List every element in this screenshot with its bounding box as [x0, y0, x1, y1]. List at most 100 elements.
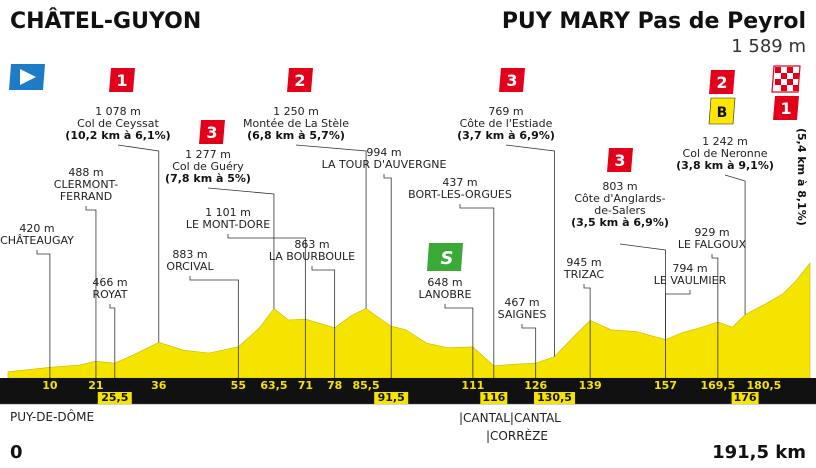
waypoint-leader	[311, 266, 336, 378]
climb-category-flag	[709, 70, 735, 94]
climb-name: Montée de La Stèle	[243, 117, 349, 130]
waypoint-altitude: 1 101 m	[205, 206, 251, 219]
waypoint-leader	[85, 206, 97, 378]
km-chip	[534, 392, 576, 404]
climb-name: Côte de l'Estiade	[460, 117, 553, 130]
waypoint-name: LE VAULMIER	[654, 274, 727, 287]
checker-square	[787, 79, 793, 85]
climb-category-number: 3	[506, 71, 517, 90]
waypoint-name: CLERMONT-	[54, 178, 118, 191]
waypoint-altitude: 648 m	[427, 276, 462, 289]
climb-altitude: 1 250 m	[273, 105, 319, 118]
climb-category-number: 3	[206, 123, 217, 142]
checker-square	[793, 85, 799, 91]
checker-square	[793, 73, 799, 79]
waypoint-name: LE FALGOUX	[678, 238, 747, 251]
waypoint-name: FERRAND	[60, 190, 112, 203]
climb-name: Col de Ceyssat	[77, 117, 159, 130]
waypoint-altitude: 883 m	[172, 248, 207, 261]
checker-square	[781, 73, 787, 79]
climb-detail: (3,5 km à 6,9%)	[571, 216, 669, 229]
climb-name: Côte d'Anglards-	[574, 192, 665, 205]
km-chip	[731, 392, 759, 404]
km-tick-label: 126	[524, 379, 547, 392]
km-tick-label: 176	[734, 391, 757, 404]
finish-km: 191,5 km	[712, 442, 806, 463]
km-tick-label: 25,5	[101, 391, 128, 404]
climb-name: de-Salers	[594, 204, 646, 217]
start-town: CHÂTEL-GUYON	[10, 8, 201, 34]
climb-category-flag	[499, 68, 525, 92]
checker-square	[775, 79, 781, 85]
climb-name: Col de Neronne	[683, 147, 768, 160]
waypoint-name: BORT-LES-ORGUES	[408, 188, 512, 201]
waypoint-altitude: 437 m	[442, 176, 477, 189]
waypoint-leader	[583, 284, 591, 378]
bonus-letter: B	[717, 105, 728, 121]
climb-leader	[505, 144, 555, 357]
waypoint-name: LA BOURBOULE	[269, 250, 355, 263]
climb-category-flag	[607, 148, 633, 172]
waypoint-altitude: 794 m	[672, 262, 707, 275]
climb-category-number: 1	[116, 71, 127, 90]
climb-altitude: 1 277 m	[185, 148, 231, 161]
km-tick-label: 63,5	[260, 379, 287, 392]
waypoint-altitude: 863 m	[294, 238, 329, 251]
climb-name: Col de Guéry	[172, 160, 244, 173]
climb-altitude: 1 078 m	[95, 105, 141, 118]
waypoint-name: TRIZAC	[563, 268, 604, 281]
bonus-flag	[708, 97, 736, 125]
km-tick-label: 169,5	[700, 379, 735, 392]
sprint-symbol: S	[441, 248, 454, 269]
waypoint-leader	[36, 250, 51, 378]
climb-category-flag	[199, 120, 225, 144]
km-tick-label: 36	[151, 379, 167, 392]
climb-detail: (3,8 km à 9,1%)	[676, 159, 774, 172]
km-tick-label: 139	[579, 379, 602, 392]
climb-leader	[117, 144, 160, 343]
km-tick-label: 55	[231, 379, 246, 392]
waypoint-altitude: 466 m	[92, 276, 127, 289]
waypoint-leader	[189, 276, 239, 378]
waypoint-leader	[227, 234, 306, 378]
waypoint-name: CHÂTEAUGAY	[0, 234, 74, 247]
climb-altitude: 1 242 m	[702, 135, 748, 148]
km-tick-label: 91,5	[378, 391, 405, 404]
km-tick-label: 157	[654, 379, 677, 392]
waypoint-altitude: 488 m	[68, 166, 103, 179]
climb-leader	[619, 243, 666, 340]
km-tick-label: 85,5	[353, 379, 380, 392]
waypoint-altitude: 994 m	[366, 146, 401, 159]
checker-square	[781, 85, 787, 91]
checker-square	[787, 67, 793, 73]
km-tick-label: 10	[42, 379, 58, 392]
waypoint-leader	[459, 204, 495, 378]
climb-detail: (6,8 km à 5,7%)	[247, 129, 345, 142]
km-tick-label: 78	[327, 379, 342, 392]
final-climb-detail: (5,4 km à 8,1%)	[795, 128, 808, 226]
climb-detail: (3,7 km à 6,9%)	[457, 129, 555, 142]
waypoint-name: ROYAT	[93, 288, 128, 301]
start-department: PUY-DE-DÔME	[10, 409, 94, 424]
climb-category-number: 1	[780, 99, 791, 118]
km-chip	[374, 392, 409, 404]
start-flag-arrow	[20, 69, 36, 85]
finish-town: PUY MARY Pas de Peyrol	[502, 9, 806, 34]
waypoint-leader	[711, 254, 719, 378]
climb-category-flag	[109, 68, 135, 92]
waypoint-name: ORCIVAL	[166, 260, 214, 273]
waypoint-altitude: 420 m	[19, 222, 54, 235]
km-chip	[97, 392, 132, 404]
climb-category-flag	[287, 68, 313, 92]
climb-category-number: 2	[716, 73, 727, 92]
start-km: 0	[10, 442, 23, 463]
climb-leader	[295, 144, 367, 309]
waypoint-leader	[109, 304, 116, 378]
waypoint-leader	[383, 174, 392, 378]
waypoint-name: SAIGNES	[498, 308, 547, 321]
waypoint-name: LANOBRE	[419, 288, 472, 301]
waypoint-altitude: 467 m	[504, 296, 539, 309]
km-tick-label: 130,5	[537, 391, 572, 404]
climb-leader	[724, 174, 746, 315]
climb-category-number: 2	[294, 71, 305, 90]
